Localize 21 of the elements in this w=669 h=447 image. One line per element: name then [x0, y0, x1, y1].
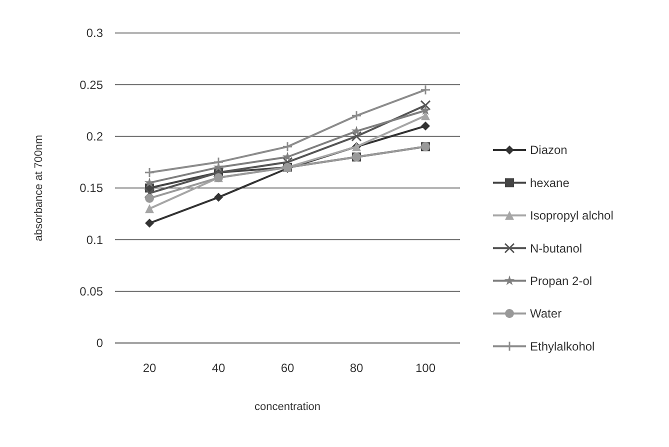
y-tick-label: 0.1 [86, 232, 104, 247]
x-tick-label: 60 [280, 361, 294, 375]
x-tick-label: 40 [212, 361, 226, 375]
legend-label: Isopropyl alchol [530, 208, 614, 223]
y-tick-label: 0.3 [86, 26, 104, 40]
legend-label: Diazon [530, 143, 568, 158]
legend-label: N-butanol [530, 241, 582, 256]
legend-label: Water [530, 306, 562, 321]
x-axis-title: concentration [254, 401, 321, 413]
legend-label: Ethylalkohol [530, 339, 595, 354]
legend-label: hexane [530, 176, 570, 190]
y-tick-label: 0 [96, 336, 104, 350]
legend-label: Propan 2-ol [530, 274, 592, 288]
y-tick-label: 0.25 [80, 78, 104, 92]
x-tick-label: 80 [350, 361, 364, 375]
y-axis-title: absorbance at 700nm [33, 134, 45, 242]
x-tick-label: 100 [415, 361, 436, 375]
y-tick-label: 0.05 [80, 284, 104, 299]
x-tick-label: 20 [142, 361, 156, 375]
y-tick-label: 0.2 [86, 130, 104, 144]
y-tick-label: 0.15 [80, 181, 104, 196]
